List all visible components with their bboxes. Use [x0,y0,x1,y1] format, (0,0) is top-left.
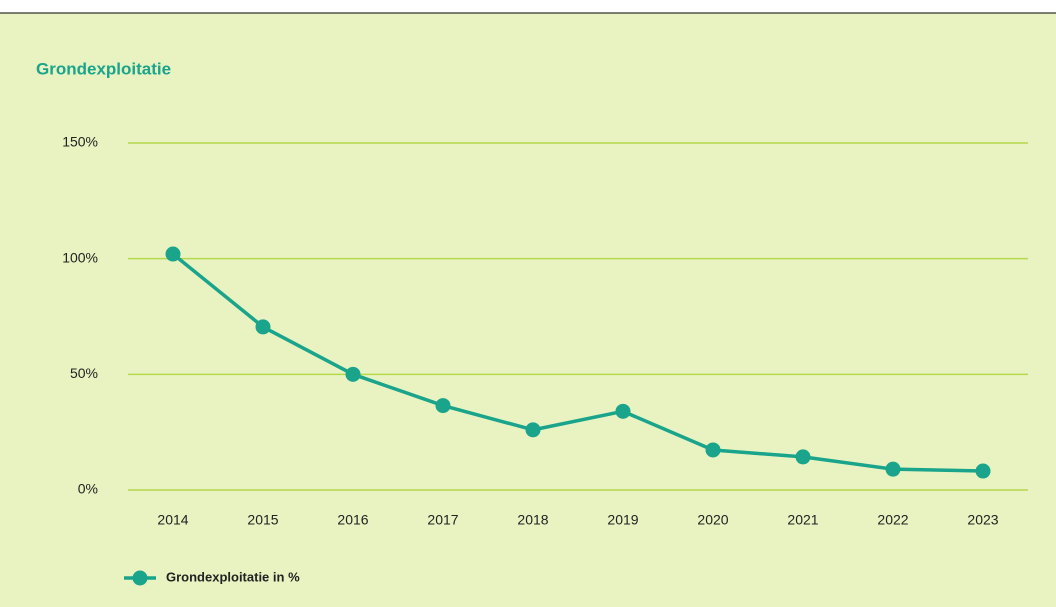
x-tick-label: 2018 [517,512,548,528]
y-tick-label: 100% [62,249,98,265]
point [525,422,541,438]
x-tick-label: 2015 [247,512,278,528]
point [795,449,811,465]
y-tick-label: 50% [70,365,98,381]
x-tick-label: 2016 [337,512,368,528]
x-tick-label: 2022 [877,512,908,528]
point [885,461,901,477]
y-tick-label: 0% [78,481,98,497]
x-tick-label: 2020 [697,512,728,528]
background [0,13,1056,607]
y-tick-label: 150% [62,134,98,150]
line [171,252,984,473]
point [165,246,181,262]
point [435,398,451,414]
legend-marker [132,570,148,586]
point [705,442,721,458]
x-tick-label: 2017 [427,512,458,528]
point [255,319,271,335]
x-tick-label: 2019 [607,512,638,528]
x-tick-label: 2014 [157,512,188,528]
x-tick-label: 2023 [967,512,998,528]
point [615,403,631,419]
point [975,463,991,479]
point [345,366,361,382]
x-tick-label: 2021 [787,512,818,528]
chart-title: Grondexploitatie [36,59,171,78]
legend-label: Grondexploitatie in % [166,569,300,584]
